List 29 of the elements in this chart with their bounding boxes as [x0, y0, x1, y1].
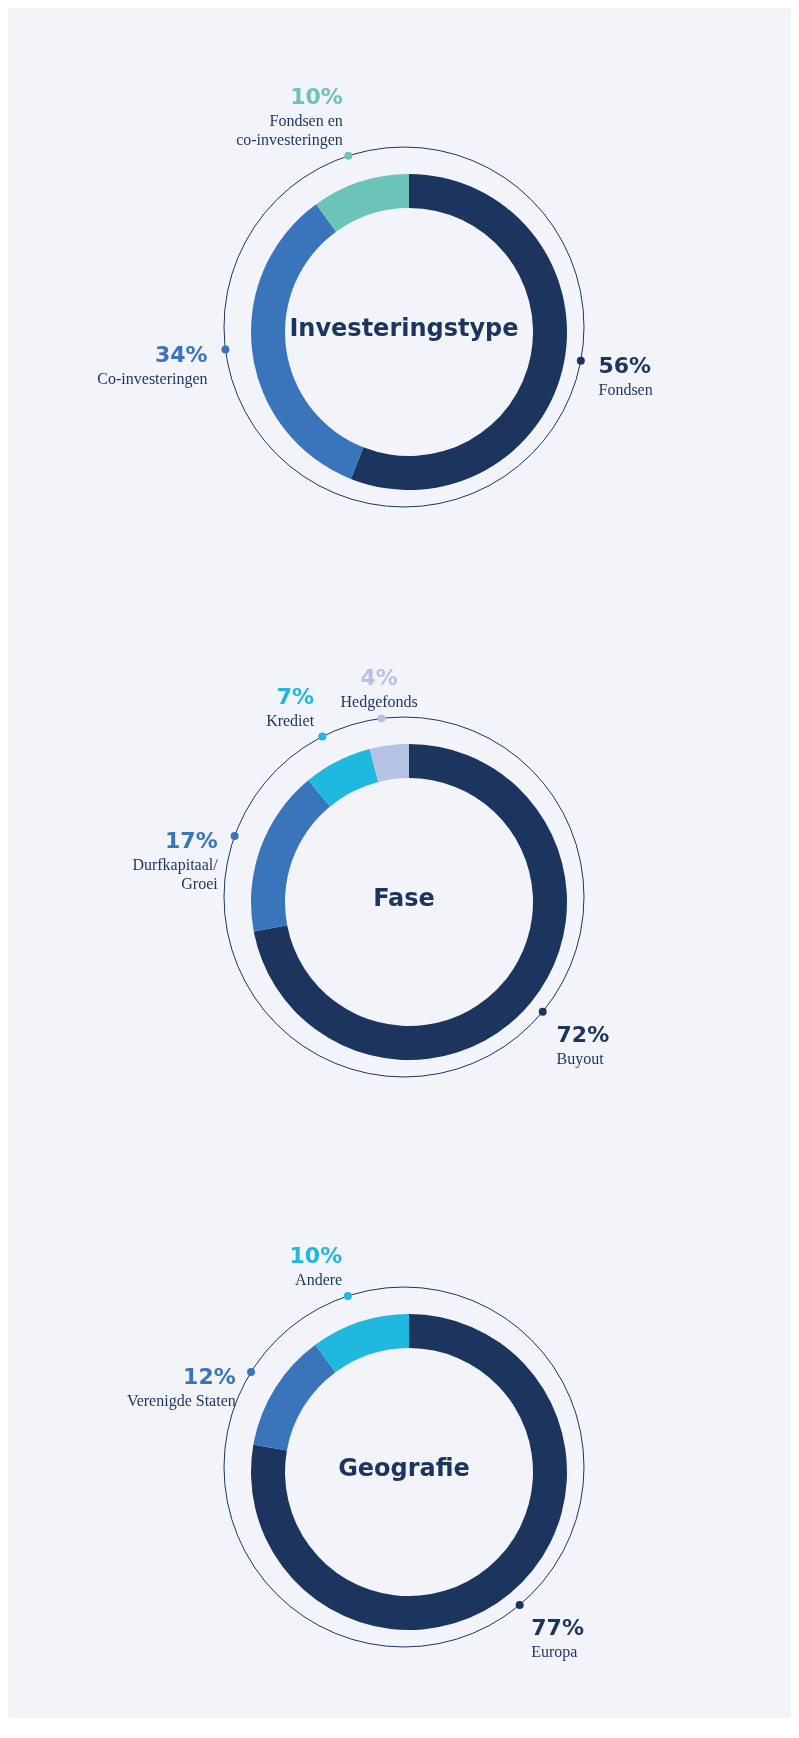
- slice-label: Andere: [295, 1270, 343, 1288]
- data-label: 7%: [276, 683, 315, 709]
- slice-label: Krediet: [266, 711, 315, 729]
- text: Investeringstype: [289, 314, 519, 342]
- slice-label: Hedgefonds: [340, 693, 418, 712]
- donut-slice: [316, 174, 409, 232]
- slice-label: Co-investeringen: [97, 369, 208, 388]
- legend-label: Verenigde Staten: [126, 1392, 236, 1411]
- text: Geografie: [338, 1454, 470, 1482]
- slice-label: Buyout: [556, 1049, 605, 1068]
- data-label: 12%: [183, 1364, 236, 1390]
- slice-label: Fondsen: [598, 380, 653, 398]
- donut-slice: [315, 1314, 409, 1373]
- text: Fase: [373, 884, 435, 912]
- slice-label: Europa: [531, 1642, 578, 1661]
- slice-label: Fondsen en co-investeringen: [236, 111, 343, 149]
- data-label: 56%: [598, 352, 652, 378]
- donut-slice: [308, 748, 379, 807]
- donut-slice: [251, 780, 330, 932]
- donut-slice: [253, 1344, 336, 1451]
- slice-label: Durfkapitaal/ Groei: [132, 856, 219, 893]
- data-label: 4%: [360, 665, 398, 691]
- data-label: 10%: [289, 1242, 343, 1268]
- data-label: 17%: [165, 828, 218, 854]
- data-label: 10%: [290, 83, 343, 109]
- data-label: 34%: [154, 341, 208, 367]
- data-label: 72%: [556, 1021, 610, 1047]
- data-label: 77%: [531, 1614, 584, 1640]
- donut-slice: [369, 744, 409, 782]
